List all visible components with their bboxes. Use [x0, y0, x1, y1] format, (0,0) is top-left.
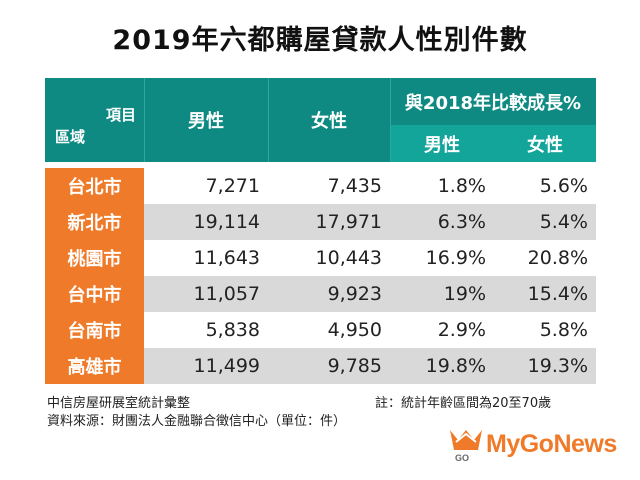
cell-female: 10,443 — [268, 240, 390, 276]
col-header-male: 男性 — [144, 78, 268, 162]
row-city: 台南市 — [45, 312, 144, 348]
footer-source: 資料來源：財團法人金融聯合徵信中心（單位：件） — [47, 414, 347, 429]
corner-item-label: 項目 — [105, 106, 136, 124]
logo-badge-text: GO — [455, 453, 470, 463]
cell-growth-female: 20.8% — [494, 240, 596, 276]
cell-female: 17,971 — [268, 204, 390, 240]
header-divider — [144, 78, 145, 162]
cell-growth-female: 5.8% — [494, 312, 596, 348]
cell-growth-female: 5.4% — [494, 204, 596, 240]
footer-compiled-by: 中信房屋研展室統計彙整 — [47, 396, 191, 411]
header-divider — [390, 78, 391, 162]
cell-female: 9,923 — [268, 276, 390, 312]
cell-growth-female: 15.4% — [494, 276, 596, 312]
cell-growth-male: 19% — [390, 276, 494, 312]
cell-growth-male: 16.9% — [390, 240, 494, 276]
cell-male: 11,643 — [144, 240, 268, 276]
data-table: 項目 區域 男性 女性 與2018年比較成長% 男性 女性 台北市 7,271 … — [45, 78, 596, 386]
cell-female: 4,950 — [268, 312, 390, 348]
col-header-growth-female: 女性 — [494, 125, 596, 162]
cell-male: 11,499 — [144, 348, 268, 384]
page-title: 2019年六都購屋貸款人性別件數 — [112, 25, 528, 56]
row-city: 高雄市 — [45, 348, 144, 384]
cell-growth-male: 2.9% — [390, 312, 494, 348]
header-divider — [268, 78, 269, 162]
corner-area-label: 區域 — [55, 128, 86, 146]
col-header-female: 女性 — [268, 78, 390, 162]
cell-female: 9,785 — [268, 348, 390, 384]
cell-male: 11,057 — [144, 276, 268, 312]
logo-emblem-icon — [450, 430, 482, 450]
corner-header: 項目 區域 — [45, 78, 144, 162]
row-city: 新北市 — [45, 204, 144, 240]
col-header-growth-male: 男性 — [390, 125, 494, 162]
cell-growth-male: 6.3% — [390, 204, 494, 240]
cell-growth-female: 5.6% — [494, 168, 596, 204]
row-city: 桃園市 — [45, 240, 144, 276]
cell-female: 7,435 — [268, 168, 390, 204]
row-city: 台中市 — [45, 276, 144, 312]
cell-male: 7,271 — [144, 168, 268, 204]
cell-growth-female: 19.3% — [494, 348, 596, 384]
cell-growth-male: 19.8% — [390, 348, 494, 384]
col-header-growth: 與2018年比較成長% — [390, 78, 596, 125]
logo-text: MyGoNews — [486, 430, 617, 458]
cell-male: 5,838 — [144, 312, 268, 348]
cell-growth-male: 1.8% — [390, 168, 494, 204]
mygonews-logo: GO MyGoNews — [446, 424, 630, 474]
row-city: 台北市 — [45, 168, 144, 204]
footer-note: 註：統計年齡區間為20至70歲 — [375, 396, 552, 411]
cell-male: 19,114 — [144, 204, 268, 240]
